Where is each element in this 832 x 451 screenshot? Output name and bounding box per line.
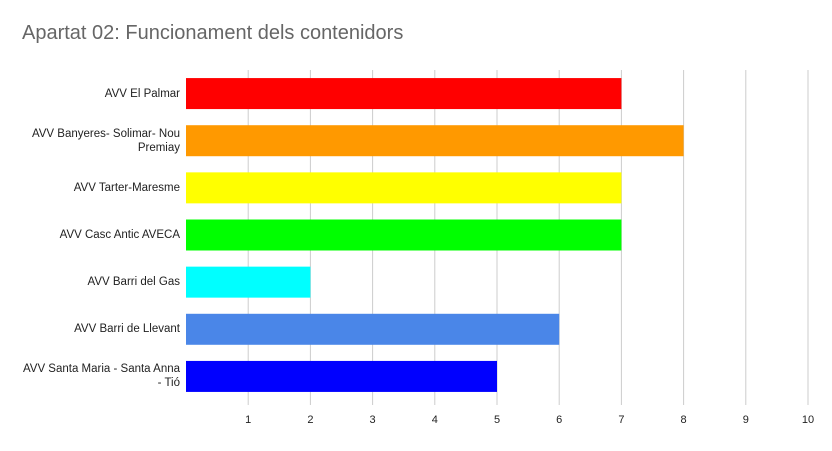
x-tick-label: 8 [681,414,687,426]
y-tick-label: AVV Tarter-Maresme [73,181,180,194]
bar [186,313,560,345]
x-tick-label: 3 [370,414,376,426]
bar [186,172,622,204]
x-tick-label: 2 [307,414,313,426]
y-tick-label: AVV Banyeres- Solimar- Nou Premiay [31,127,180,154]
x-tick-label: 9 [743,414,749,426]
x-tick-label: 1 [245,414,251,426]
bar [186,360,497,392]
x-tick-label: 5 [494,414,500,426]
y-tick-label: AVV Barri del Gas [87,276,180,289]
bar [186,219,622,251]
bar [186,266,311,298]
y-tick-label: AVV Casc Antic AVECA [59,229,180,241]
chart-title: Apartat 02: Funcionament dels contenidor… [22,22,404,44]
bar [186,125,684,157]
x-tick-label: 4 [432,414,438,426]
x-tick-label: 7 [618,414,624,426]
x-tick-label: 10 [802,414,814,426]
x-tick-label: 6 [556,414,562,426]
y-tick-label: AVV Santa Maria - Santa Anna - Tió [22,363,180,390]
y-tick-label: AVV El Palmar [104,87,180,100]
bar [186,78,622,110]
y-tick-label: AVV Barri de Llevant [74,323,180,336]
